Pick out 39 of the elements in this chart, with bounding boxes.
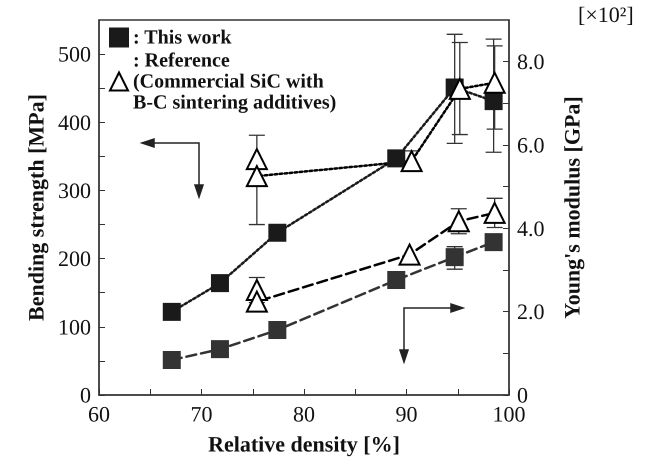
- point: [484, 72, 506, 94]
- point: [484, 92, 503, 110]
- point: [448, 78, 471, 100]
- point: [210, 340, 229, 358]
- point: [387, 271, 406, 289]
- point: [387, 149, 406, 168]
- y2-tick-label: 6.0: [517, 132, 544, 158]
- point: [162, 302, 181, 321]
- x-tick-label: 60: [88, 402, 110, 426]
- point: [268, 321, 286, 339]
- x-tick-label: 80: [293, 402, 315, 426]
- y2-axis-title: Young's modulus [GPa]: [560, 96, 584, 319]
- point: [446, 248, 464, 266]
- point: [162, 351, 181, 369]
- x-axis-title: Relative density [%]: [208, 432, 400, 456]
- y2-tick-label: 4.0: [517, 216, 544, 241]
- point: [484, 202, 506, 224]
- y-tick-label: 0: [80, 382, 91, 408]
- point: [484, 233, 503, 252]
- y-tick-label: 400: [58, 110, 91, 135]
- point: [210, 274, 229, 292]
- y-tick-label: 200: [58, 246, 91, 272]
- text: [×10²]: [578, 2, 634, 28]
- y-axis-title: Bending strength [MPa]: [24, 94, 49, 321]
- y-tick-label: 500: [58, 42, 91, 67]
- point: [246, 148, 268, 170]
- y2-tick-label: 8.0: [517, 49, 544, 74]
- point: [246, 290, 268, 313]
- point: [398, 244, 421, 266]
- x-tick-label: 90: [396, 402, 418, 426]
- y-tick-label: 100: [58, 314, 91, 340]
- legend-label: : This work: [133, 26, 232, 48]
- y2-tick-label: 2.0: [517, 299, 544, 324]
- point: [268, 224, 286, 242]
- point: [400, 150, 423, 172]
- y-tick-label: 300: [58, 178, 91, 203]
- x-tick-label: 70: [190, 402, 212, 426]
- point: [246, 165, 268, 188]
- legend-label: : Reference (Commercial SiC with B-C sintering additives): [133, 50, 336, 114]
